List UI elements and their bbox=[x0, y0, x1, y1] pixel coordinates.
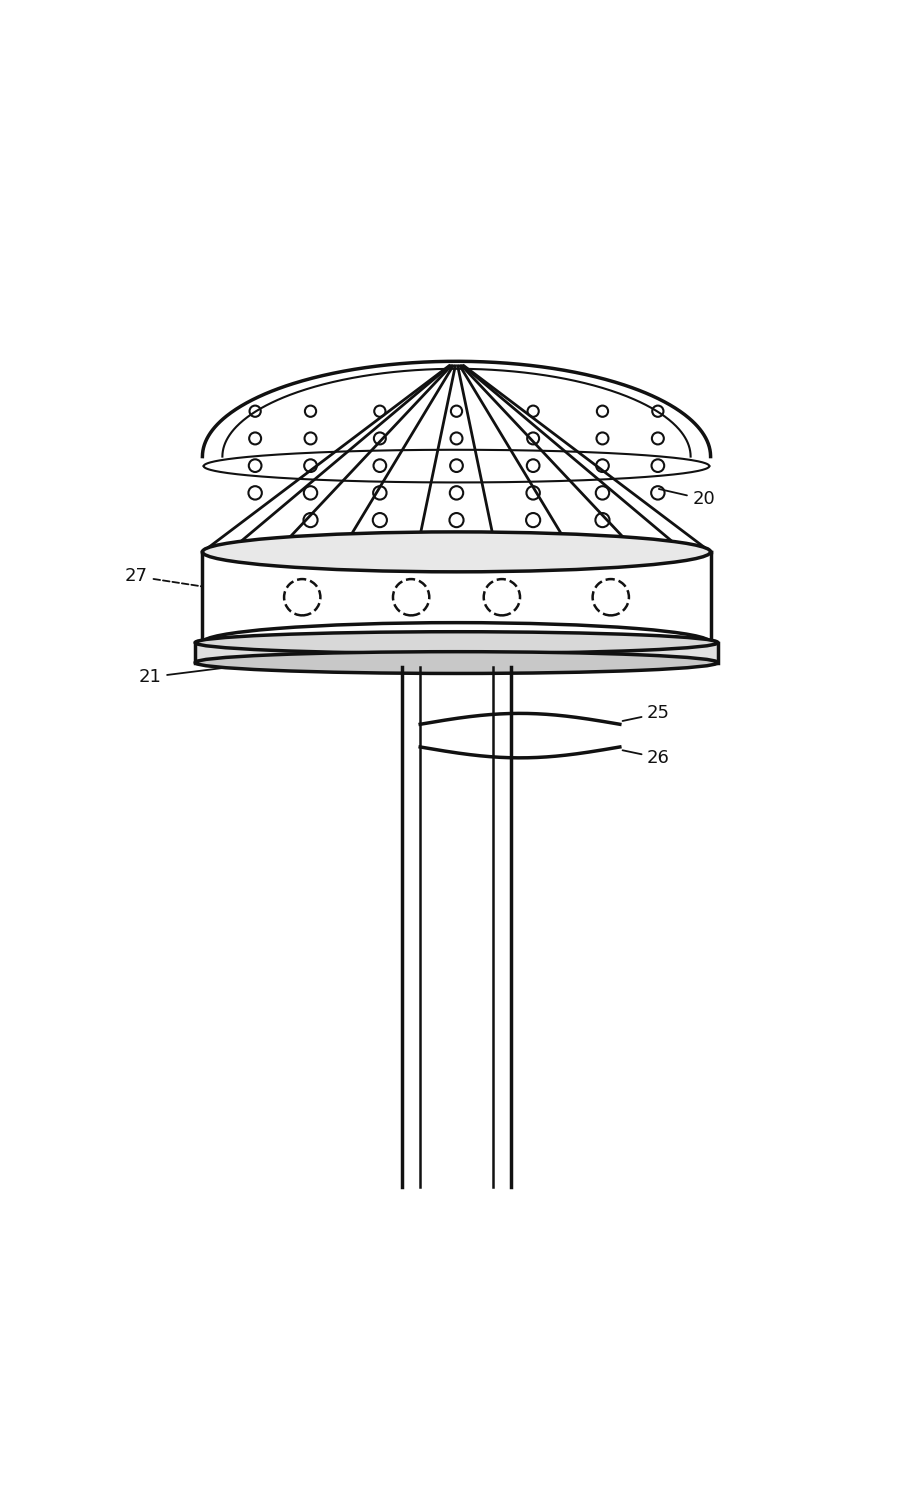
Text: 27: 27 bbox=[125, 567, 299, 601]
Ellipse shape bbox=[195, 652, 718, 673]
Text: 20: 20 bbox=[659, 488, 715, 508]
Bar bbox=[195, 643, 718, 663]
Bar bbox=[203, 552, 710, 643]
Text: 25: 25 bbox=[623, 705, 670, 723]
Ellipse shape bbox=[203, 622, 710, 663]
Ellipse shape bbox=[203, 537, 710, 568]
Ellipse shape bbox=[195, 631, 718, 654]
Text: 21: 21 bbox=[139, 663, 263, 685]
Bar bbox=[402, 667, 511, 1187]
Text: 26: 26 bbox=[623, 748, 670, 767]
Ellipse shape bbox=[203, 532, 710, 571]
